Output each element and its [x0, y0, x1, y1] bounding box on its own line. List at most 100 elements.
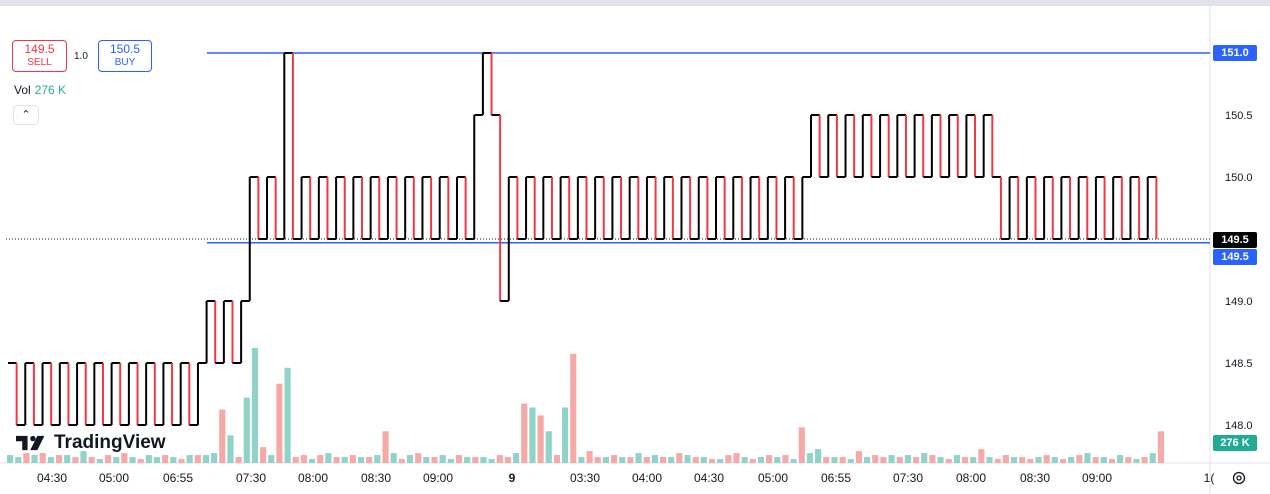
volume-bar — [31, 455, 38, 463]
price-line-label-151: 151.0 — [1213, 45, 1257, 61]
volume-bar — [643, 457, 650, 463]
volume-bar — [235, 457, 242, 463]
volume-bar — [815, 449, 822, 463]
volume-bar — [1084, 453, 1091, 463]
volume-bar — [1002, 455, 1009, 463]
volume-bar — [194, 455, 201, 463]
volume-bar — [496, 455, 503, 463]
volume-bar — [455, 455, 463, 463]
volume-bar — [447, 459, 454, 463]
volume-bar — [1149, 453, 1156, 463]
volume-bar — [423, 457, 430, 463]
volume-bar — [790, 459, 797, 463]
volume-bar — [806, 453, 814, 463]
volume-bar — [260, 447, 267, 463]
volume-bar — [700, 457, 707, 463]
volume-bar — [47, 457, 54, 463]
volume-bar — [366, 457, 373, 463]
volume-bar — [23, 453, 30, 463]
tradingview-logo-icon — [16, 435, 45, 451]
volume-bar — [978, 449, 985, 463]
volume-bar — [578, 457, 585, 463]
volume-legend: Vol 276 K — [14, 83, 66, 97]
quantity[interactable]: 1.0 — [74, 51, 88, 62]
settings-gear-icon[interactable] — [1231, 470, 1247, 486]
volume-bar — [374, 455, 381, 463]
volume-bar — [202, 455, 210, 463]
volume-bar — [782, 455, 789, 463]
volume-bar — [1141, 457, 1148, 463]
volume-bar — [292, 457, 299, 463]
volume-bar — [1035, 457, 1042, 463]
volume-bar — [1019, 457, 1026, 463]
volume-bar — [55, 455, 63, 463]
volume-bar — [594, 457, 601, 463]
x-tick-label: 05:00 — [758, 471, 788, 485]
volume-bar — [733, 453, 740, 463]
volume-bar — [464, 457, 471, 463]
volume-bar — [937, 457, 944, 463]
volume-bar — [553, 455, 561, 463]
volume-bar — [904, 455, 911, 463]
collapse-legend-button[interactable]: ⌃ — [13, 105, 39, 125]
volume-bar — [431, 457, 438, 463]
volume-bar — [488, 459, 495, 463]
volume-bar — [504, 457, 512, 463]
tradingview-logo-text: TradingView — [54, 432, 166, 453]
volume-bar — [1010, 457, 1018, 463]
buy-button[interactable]: 150.5 BUY — [98, 40, 152, 72]
price-line-label-149-5: 149.5 — [1213, 249, 1257, 265]
volume-bar — [798, 427, 805, 463]
volume-bar — [635, 453, 642, 463]
volume-bar — [284, 367, 291, 463]
top-border — [0, 0, 1270, 6]
x-tick-label: 04:30 — [694, 471, 724, 485]
x-tick-label: 05:00 — [99, 471, 129, 485]
volume-bar — [757, 457, 765, 463]
volume-bar — [994, 459, 1001, 463]
volume-bar — [415, 453, 422, 463]
buy-price: 150.5 — [109, 42, 141, 56]
last-price-label: 149.5 — [1213, 232, 1257, 248]
x-tick-label: 08:30 — [361, 471, 391, 485]
x-tick-label: 9 — [509, 471, 516, 485]
volume-bar — [325, 453, 332, 463]
volume-bar — [839, 457, 846, 463]
volume-bar — [268, 455, 275, 463]
volume-bar — [390, 453, 397, 463]
volume-axis-label: 276 K — [1213, 435, 1257, 451]
volume-bar — [211, 453, 218, 463]
volume-bar — [741, 457, 748, 463]
volume-bar — [72, 457, 79, 463]
volume-bar — [668, 457, 675, 463]
x-tick-label: 04:00 — [632, 471, 662, 485]
volume-bar — [341, 457, 348, 463]
x-tick-label: 06:55 — [163, 471, 193, 485]
volume-bar — [570, 353, 577, 463]
volume-bar — [961, 457, 969, 463]
volume-bar — [357, 457, 365, 463]
volume-bar — [774, 457, 781, 463]
volume-bar — [864, 457, 871, 463]
volume-bar — [521, 403, 528, 463]
volume-bar — [39, 453, 46, 463]
volume-legend-label: Vol — [14, 83, 31, 97]
volume-bar — [684, 455, 691, 463]
volume-bar — [921, 453, 928, 463]
volume-bar — [104, 455, 112, 463]
x-tick-label: 08:00 — [956, 471, 986, 485]
x-tick-label: 08:30 — [1020, 471, 1050, 485]
volume-bar — [219, 409, 226, 463]
sell-button[interactable]: 149.5 SELL — [12, 40, 67, 72]
buy-label: BUY — [114, 57, 136, 68]
volume-bar — [227, 435, 234, 463]
volume-bar — [129, 457, 136, 463]
volume-bar — [610, 455, 618, 463]
volume-bar — [439, 455, 446, 463]
volume-bar — [186, 455, 193, 463]
volume-bar — [317, 455, 324, 463]
volume-bar — [1108, 459, 1116, 463]
volume-bar — [880, 457, 887, 463]
